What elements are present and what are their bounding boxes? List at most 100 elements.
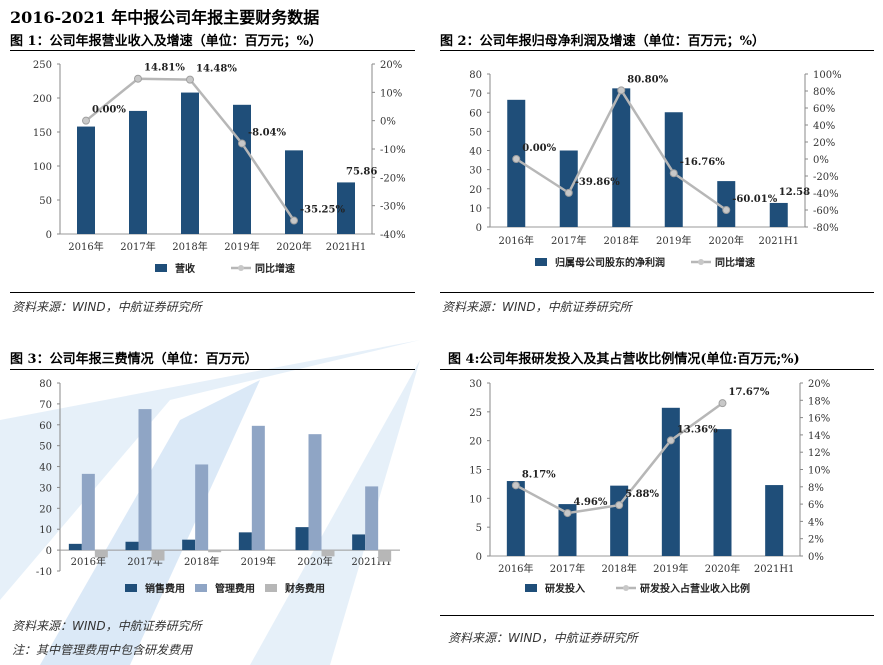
fig4-legend-marker bbox=[623, 585, 629, 591]
fig4-left-tick-label: 30 bbox=[469, 379, 482, 390]
fig4-legend-swatch bbox=[525, 584, 537, 592]
fig1-data-label: 0.00% bbox=[92, 105, 126, 116]
fig2-data-label: 80.80% bbox=[627, 74, 668, 85]
fig2-data-label: 12.58 bbox=[779, 187, 810, 198]
fig3-bar-3 bbox=[321, 550, 335, 557]
fig4-trend-point bbox=[666, 436, 675, 445]
fig3-category-label: 2018年 bbox=[184, 555, 219, 568]
fig4-category-label: 2016年 bbox=[498, 562, 533, 575]
fig3-bar-2 bbox=[195, 464, 209, 551]
fig2-trend-point bbox=[564, 188, 573, 197]
fig3-bar-3 bbox=[264, 550, 278, 551]
fig1-category-label: 2019年 bbox=[224, 240, 259, 253]
fig1-trend-point bbox=[290, 216, 298, 225]
fig1-right-tick-label: -40% bbox=[380, 230, 406, 241]
fig1-bar-1 bbox=[77, 126, 95, 234]
fig1-left-tick-label: 50 bbox=[39, 196, 52, 207]
fig2-right-tick-label: 20% bbox=[813, 138, 835, 149]
fig4-title: 图 4:公司年报研发投入及其占营收比例情况(单位:百万元;%) bbox=[448, 352, 800, 367]
page-title: 2016-2021 年中报公司年报主要财务数据 bbox=[10, 8, 320, 27]
fig3-bar-1 bbox=[182, 539, 196, 551]
fig4-left-tick-label: 25 bbox=[469, 408, 482, 419]
fig3-bar-2 bbox=[251, 425, 265, 551]
fig4-category-label: 2021H1 bbox=[754, 564, 795, 575]
fig1-right-tick-label: 20% bbox=[380, 60, 402, 71]
fig4-left-tick-label: 5 bbox=[476, 523, 482, 534]
fig1-bottom-rule bbox=[10, 292, 415, 293]
fig2-left-tick-label: 40 bbox=[469, 147, 482, 158]
fig4-top-rule bbox=[440, 369, 874, 370]
fig1-category-label: 2017年 bbox=[120, 240, 155, 253]
fig3-bar-2 bbox=[365, 486, 379, 551]
fig2-category-label: 2017年 bbox=[551, 234, 586, 247]
fig2-category-label: 2016年 bbox=[499, 234, 534, 247]
fig1-legend-marker bbox=[238, 265, 244, 271]
fig4-trend-point bbox=[511, 481, 520, 490]
fig2-right-tick-label: 0% bbox=[813, 155, 829, 166]
fig1-top-rule bbox=[10, 50, 415, 51]
fig3-legend-label: 销售费用 bbox=[145, 582, 185, 595]
fig2-right-tick-label: -40% bbox=[813, 189, 839, 200]
fig3-bar-1 bbox=[295, 527, 309, 551]
fig2-bar-1 bbox=[612, 88, 631, 227]
fig2-category-label: 2021H1 bbox=[758, 236, 799, 247]
fig3-legend-swatch bbox=[265, 584, 277, 592]
fig1-right-tick-label: -10% bbox=[380, 145, 406, 156]
fig4-right-tick-label: 4% bbox=[808, 517, 824, 528]
fig3-bar-1 bbox=[125, 541, 139, 551]
fig3-bar-1 bbox=[68, 543, 82, 551]
fig3-left-tick-label: 20 bbox=[39, 504, 52, 515]
fig4-right-tick-label: 0% bbox=[808, 552, 824, 563]
fig3-bar-3 bbox=[94, 550, 108, 558]
fig3-left-tick-label: 50 bbox=[39, 442, 52, 453]
fig1-data-label: 14.81% bbox=[144, 63, 185, 74]
fig4-category-label: 2019年 bbox=[653, 562, 688, 575]
fig4-right-tick-label: 12% bbox=[808, 448, 830, 459]
fig3-category-label: 2021H1 bbox=[351, 557, 392, 568]
fig2-data-label: -16.76% bbox=[680, 157, 725, 168]
fig4-category-label: 2017年 bbox=[550, 562, 585, 575]
fig4-trend-point bbox=[563, 509, 572, 518]
fig2-top-rule bbox=[440, 50, 874, 51]
fig1-trend-point bbox=[82, 116, 90, 125]
fig2-source: 资料来源：WIND，中航证券研究所 bbox=[442, 300, 632, 314]
fig1-title: 图 1：公司年报营业收入及增速（单位：百万元；%） bbox=[10, 34, 322, 49]
fig2-right-tick-label: 40% bbox=[813, 121, 835, 132]
fig3-bar-2 bbox=[81, 473, 95, 551]
fig4-right-tick-label: 8% bbox=[808, 483, 824, 494]
fig1-trend-point bbox=[134, 74, 142, 83]
fig4-left-tick-label: 0 bbox=[476, 552, 482, 563]
fig3-category-label: 2020年 bbox=[297, 555, 332, 568]
fig4-bar-1 bbox=[506, 481, 525, 556]
fig2-left-tick-label: 70 bbox=[469, 89, 482, 100]
fig2-data-label: -60.01% bbox=[732, 194, 777, 205]
fig3-category-label: 2019年 bbox=[241, 555, 276, 568]
fig3-bar-3 bbox=[151, 550, 165, 561]
fig1-right-tick-label: 10% bbox=[380, 88, 402, 99]
fig1-data-label: -8.04% bbox=[248, 127, 287, 138]
fig4-bar-1 bbox=[713, 429, 732, 556]
fig2-data-label: 0.00% bbox=[522, 143, 556, 154]
fig4-right-tick-label: 16% bbox=[808, 414, 830, 425]
fig2-bottom-rule bbox=[440, 292, 874, 293]
fig2-left-tick-label: 10 bbox=[469, 204, 482, 215]
fig2-title: 图 2：公司年报归母净利润及增速（单位：百万元；%） bbox=[440, 34, 765, 49]
fig2-left-tick-label: 50 bbox=[469, 127, 482, 138]
fig2-bar-1 bbox=[559, 150, 578, 227]
fig2-trend-point bbox=[617, 86, 626, 95]
fig1-legend-label: 营收 bbox=[175, 262, 195, 275]
fig4-bar-1 bbox=[610, 485, 629, 556]
fig1-category-label: 2020年 bbox=[276, 240, 311, 253]
fig1-category-label: 2016年 bbox=[68, 240, 103, 253]
fig3-left-tick-label: -10 bbox=[36, 567, 52, 578]
fig2-right-tick-label: 80% bbox=[813, 87, 835, 98]
fig1-bar-1 bbox=[337, 182, 355, 234]
fig2-legend-swatch bbox=[535, 258, 547, 266]
fig2-left-tick-label: 0 bbox=[476, 223, 482, 234]
fig3-left-tick-label: 30 bbox=[39, 483, 52, 494]
fig2-left-tick-label: 30 bbox=[469, 166, 482, 177]
fig1-data-label: 75.86 bbox=[346, 166, 377, 177]
fig4-right-tick-label: 18% bbox=[808, 396, 830, 407]
fig2-bar-1 bbox=[507, 99, 526, 227]
